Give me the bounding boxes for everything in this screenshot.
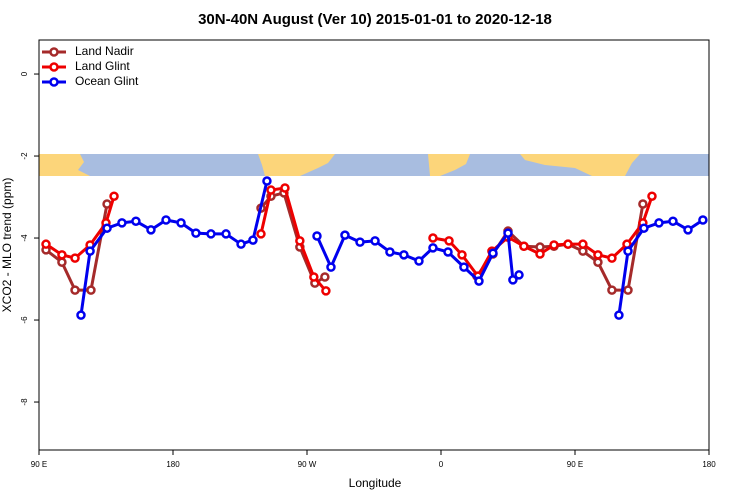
data-point: [248, 235, 258, 245]
x-tick-label: 180: [166, 460, 180, 469]
legend-marker: [49, 62, 59, 72]
data-point: [593, 257, 603, 267]
data-point: [698, 215, 708, 225]
data-point: [321, 286, 331, 296]
y-tick-label: -8: [20, 398, 29, 406]
land: [39, 154, 90, 176]
data-point: [41, 239, 51, 249]
data-point: [340, 230, 350, 240]
data-point: [326, 262, 336, 272]
data-point: [654, 218, 664, 228]
data-point: [320, 272, 330, 282]
data-point: [280, 183, 290, 193]
data-point: [385, 247, 395, 257]
data-point: [647, 191, 657, 201]
data-point: [607, 285, 617, 295]
legend-label: Land Nadir: [75, 44, 134, 58]
data-point: [131, 216, 141, 226]
data-point: [176, 218, 186, 228]
y-tick-label: 0: [20, 71, 29, 76]
data-point: [535, 249, 545, 259]
data-point: [639, 223, 649, 233]
x-tick-label: 90 W: [298, 460, 317, 469]
land: [520, 154, 640, 176]
data-point: [109, 191, 119, 201]
data-point: [191, 228, 201, 238]
data-point: [578, 239, 588, 249]
data-point: [623, 285, 633, 295]
legend-label: Ocean Glint: [75, 74, 139, 88]
data-point: [683, 225, 693, 235]
data-point: [668, 216, 678, 226]
data-point: [623, 246, 633, 256]
x-axis-label: Longitude: [349, 476, 402, 490]
plot-frame: [38, 39, 710, 451]
data-point: [514, 270, 524, 280]
data-point: [370, 236, 380, 246]
data-point: [236, 239, 246, 249]
data-point: [161, 215, 171, 225]
data-point: [549, 240, 559, 250]
data-point: [607, 253, 617, 263]
land: [258, 154, 335, 176]
data-point: [399, 250, 409, 260]
data-point: [70, 253, 80, 263]
y-tick-label: -4: [20, 234, 29, 242]
data-point: [57, 250, 67, 260]
data-point: [85, 246, 95, 256]
data-point: [428, 233, 438, 243]
data-point: [102, 223, 112, 233]
data-point: [443, 247, 453, 257]
data-point: [221, 229, 231, 239]
data-point: [266, 185, 276, 195]
data-point: [474, 276, 484, 286]
data-point: [309, 272, 319, 282]
data-point: [519, 241, 529, 251]
data-point: [295, 236, 305, 246]
y-axis-label: XCO2 - MLO trend (ppm): [0, 178, 14, 313]
data-point: [70, 285, 80, 295]
data-point: [459, 262, 469, 272]
data-point: [457, 250, 467, 260]
data-point: [256, 229, 266, 239]
data-point: [488, 248, 498, 258]
data-point: [508, 275, 518, 285]
land: [428, 154, 470, 176]
data-point: [444, 236, 454, 246]
x-tick-label: 90 E: [567, 460, 583, 469]
data-point: [206, 229, 216, 239]
data-point: [614, 310, 624, 320]
data-point: [593, 250, 603, 260]
data-point: [428, 243, 438, 253]
data-point: [117, 218, 127, 228]
legend-marker: [49, 77, 59, 87]
data-point: [563, 239, 573, 249]
y-tick-label: -2: [20, 152, 29, 160]
data-point: [76, 310, 86, 320]
data-point: [638, 199, 648, 209]
x-tick-label: 90 E: [31, 460, 47, 469]
data-point: [57, 257, 67, 267]
data-point: [86, 285, 96, 295]
data-point: [146, 225, 156, 235]
x-tick-label: 180: [702, 460, 716, 469]
data-point: [414, 256, 424, 266]
data-point: [503, 228, 513, 238]
legend-label: Land Glint: [75, 59, 130, 73]
data-point: [312, 231, 322, 241]
map-strip: [39, 154, 709, 176]
chart-title: 30N-40N August (Ver 10) 2015-01-01 to 20…: [198, 11, 552, 28]
y-tick-label: -6: [20, 316, 29, 324]
data-point: [262, 176, 272, 186]
legend-marker: [49, 47, 59, 57]
data-point: [355, 237, 365, 247]
x-tick-label: 0: [439, 460, 444, 469]
